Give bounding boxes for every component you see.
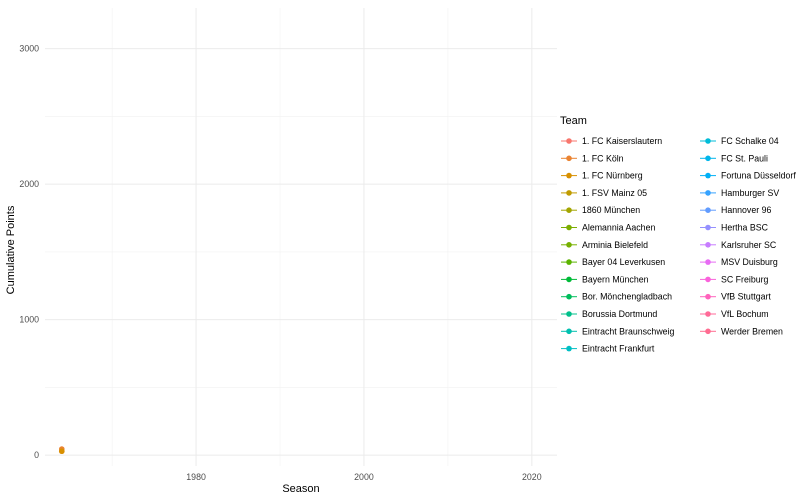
- legend-label: FC St. Pauli: [721, 153, 768, 163]
- legend-item: Alemannia Aachen: [561, 223, 655, 233]
- legend-label: VfB Stuttgart: [721, 292, 771, 302]
- legend-item: 1. FSV Mainz 05: [561, 188, 647, 198]
- legend-label: Hamburger SV: [721, 188, 779, 198]
- legend-label: 1. FC Köln: [582, 153, 624, 163]
- legend-label: Bor. Mönchengladbach: [582, 292, 672, 302]
- legend-key-point: [566, 172, 572, 179]
- legend-key-point: [566, 328, 572, 335]
- legend-key-point: [566, 190, 572, 196]
- legend-key-point: [566, 345, 572, 352]
- legend-item: 1. FC Nürnberg: [561, 171, 643, 181]
- legend-key-point: [705, 190, 711, 196]
- legend-key-point: [566, 224, 572, 231]
- y-axis-ticks: 0 1000 2000 3000: [19, 44, 39, 461]
- legend-label: 1. FC Kaiserslautern: [582, 136, 662, 146]
- legend-key-point: [705, 172, 711, 179]
- legend-label: Werder Bremen: [721, 326, 783, 336]
- legend-key-point: [705, 311, 711, 317]
- legend-key-point: [566, 138, 572, 144]
- legend-label: Alemannia Aachen: [582, 223, 655, 233]
- legend-item: VfB Stuttgart: [700, 292, 771, 302]
- legend-label: VfL Bochum: [721, 309, 769, 319]
- legend-item: 1860 München: [561, 205, 640, 215]
- legend-key-point: [566, 276, 572, 283]
- legend-label: Hannover 96: [721, 205, 771, 215]
- legend-item: 1. FC Köln: [561, 153, 624, 163]
- legend-item: Borussia Dortmund: [561, 309, 657, 319]
- legend-item: Arminia Bielefeld: [561, 240, 648, 250]
- legend-item: FC Schalke 04: [700, 136, 779, 146]
- x-axis-ticks: 1980 2000 2020: [186, 472, 541, 482]
- legend-label: 1. FC Nürnberg: [582, 171, 643, 181]
- legend-key-point: [705, 207, 711, 213]
- legend-item: 1. FC Kaiserslautern: [561, 136, 662, 146]
- x-tick-label: 2020: [522, 472, 542, 482]
- x-tick-label: 1980: [186, 472, 206, 482]
- legend-key-point: [705, 138, 711, 144]
- legend-item: Bayer 04 Leverkusen: [561, 257, 665, 267]
- legend-label: Hertha BSC: [721, 223, 769, 233]
- legend-item: VfL Bochum: [700, 309, 769, 319]
- legend-key-point: [566, 311, 572, 317]
- legend-item: Eintracht Frankfurt: [561, 344, 655, 354]
- legend-title: Team: [560, 115, 587, 127]
- x-axis-title: Season: [282, 483, 319, 495]
- data-points: [58, 446, 65, 455]
- legend-item: Hertha BSC: [700, 223, 769, 233]
- legend-label: Bayern München: [582, 274, 649, 284]
- legend-key-point: [566, 293, 572, 300]
- legend-key-point: [705, 293, 711, 300]
- legend-key-point: [566, 207, 572, 213]
- data-point: [58, 448, 65, 455]
- legend-label: SC Freiburg: [721, 274, 769, 284]
- y-axis-title: Cumulative Points: [5, 205, 17, 294]
- x-tick-label: 2000: [354, 472, 374, 482]
- legend-key-point: [705, 155, 711, 162]
- legend-key-point: [705, 328, 711, 335]
- legend-item: MSV Duisburg: [700, 257, 778, 267]
- legend-item: Bor. Mönchengladbach: [561, 292, 672, 302]
- legend-label: Borussia Dortmund: [582, 309, 657, 319]
- legend-label: 1. FSV Mainz 05: [582, 188, 647, 198]
- legend-label: Karlsruher SC: [721, 240, 777, 250]
- y-tick-label: 0: [34, 450, 39, 460]
- legend-item: Hamburger SV: [700, 188, 779, 198]
- legend-item: Eintracht Braunschweig: [561, 326, 675, 336]
- legend-key-point: [705, 276, 711, 283]
- legend-item: Fortuna Düsseldorf: [700, 171, 796, 181]
- legend-label: 1860 München: [582, 205, 640, 215]
- legend: 1. FC Kaiserslautern 1. FC Köln 1. FC Nürn…: [561, 136, 796, 354]
- legend-item: Karlsruher SC: [700, 240, 777, 250]
- legend-item: Werder Bremen: [700, 326, 783, 336]
- y-tick-label: 1000: [19, 315, 39, 325]
- y-tick-label: 3000: [19, 44, 39, 54]
- legend-item: Bayern München: [561, 274, 649, 284]
- legend-key-point: [705, 259, 711, 265]
- legend-item: Hannover 96: [700, 205, 771, 215]
- grid: [45, 8, 557, 466]
- legend-key-point: [705, 242, 711, 248]
- legend-label: Fortuna Düsseldorf: [721, 171, 796, 181]
- legend-key-point: [705, 224, 711, 231]
- legend-item: FC St. Pauli: [700, 153, 768, 163]
- legend-key-point: [566, 242, 572, 248]
- legend-label: Eintracht Frankfurt: [582, 344, 655, 354]
- legend-label: Eintracht Braunschweig: [582, 326, 675, 336]
- legend-label: Arminia Bielefeld: [582, 240, 648, 250]
- legend-label: FC Schalke 04: [721, 136, 779, 146]
- legend-key-point: [566, 259, 572, 265]
- legend-item: SC Freiburg: [700, 274, 769, 284]
- legend-label: Bayer 04 Leverkusen: [582, 257, 665, 267]
- legend-label: MSV Duisburg: [721, 257, 778, 267]
- legend-key-point: [566, 155, 572, 162]
- y-tick-label: 2000: [19, 179, 39, 189]
